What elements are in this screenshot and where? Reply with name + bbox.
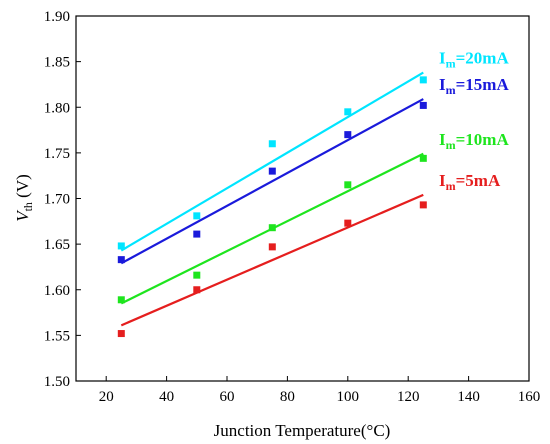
series-label: Im=10mA (439, 130, 509, 152)
data-point (193, 286, 201, 294)
fit-line (120, 193, 424, 327)
x-tick-label: 20 (99, 389, 114, 405)
y-axis-title: Vth (V) (13, 174, 35, 222)
series-label: Im=20mA (439, 49, 509, 71)
y-tick-label: 1.80 (44, 100, 70, 116)
x-tick-label: 60 (220, 389, 235, 405)
series-label-rest: =20mA (456, 49, 510, 68)
data-point (268, 167, 276, 175)
series-label-main: I (439, 171, 446, 190)
series-label-sub: m (446, 179, 456, 193)
plot-frame (75, 15, 530, 382)
data-point (193, 271, 201, 279)
data-point (419, 201, 427, 209)
y-axis-title-sub: th (21, 202, 35, 211)
data-point (344, 181, 352, 189)
data-point (117, 330, 125, 338)
y-tick-label: 1.50 (44, 374, 70, 390)
y-tick-label: 1.65 (44, 237, 70, 253)
series-label-sub: m (446, 138, 456, 152)
y-tick-label: 1.60 (44, 283, 70, 299)
data-point (268, 243, 276, 251)
y-tick-label: 1.75 (44, 146, 70, 162)
data-point (117, 242, 125, 250)
y-axis-title-main: V (13, 209, 32, 222)
data-point (419, 101, 427, 109)
series-label: Im=15mA (439, 75, 509, 97)
fit-line (120, 98, 424, 265)
data-point (268, 224, 276, 232)
data-point (193, 230, 201, 238)
data-point (344, 108, 352, 116)
series-label-rest: =15mA (456, 75, 510, 94)
x-tick-label: 40 (159, 389, 174, 405)
y-tick-label: 1.85 (44, 55, 70, 71)
x-tick-label: 140 (457, 389, 480, 405)
series-label-sub: m (446, 83, 456, 97)
series-label-sub: m (446, 57, 456, 71)
data-point (193, 212, 201, 220)
data-point (268, 140, 276, 148)
x-tick-label: 160 (518, 389, 541, 405)
series-label-rest: =5mA (456, 171, 501, 190)
data-points (117, 76, 427, 338)
x-axis-title: Junction Temperature(°C) (214, 421, 391, 440)
fit-line (120, 71, 424, 252)
series-label: Im=5mA (439, 171, 501, 193)
series-label-main: I (439, 130, 446, 149)
data-point (419, 154, 427, 162)
data-point (344, 219, 352, 227)
x-tick-label: 100 (337, 389, 360, 405)
data-point (117, 256, 125, 264)
data-point (419, 76, 427, 84)
y-tick-label: 1.55 (44, 328, 70, 344)
x-tick-label: 80 (280, 389, 295, 405)
series-label-main: I (439, 75, 446, 94)
series-label-rest: =10mA (456, 130, 510, 149)
series-label-main: I (439, 49, 446, 68)
axis-ticks: 20 40 60 80 100 120 140 160 1.50 1.55 1.60 1.65 1.70… (44, 9, 541, 405)
fit-lines (120, 71, 424, 327)
y-tick-label: 1.90 (44, 9, 70, 25)
y-axis-title-unit: (V) (13, 174, 32, 202)
x-tick-label: 120 (397, 389, 420, 405)
y-tick-label: 1.70 (44, 192, 70, 208)
data-point (117, 296, 125, 304)
data-point (344, 131, 352, 139)
